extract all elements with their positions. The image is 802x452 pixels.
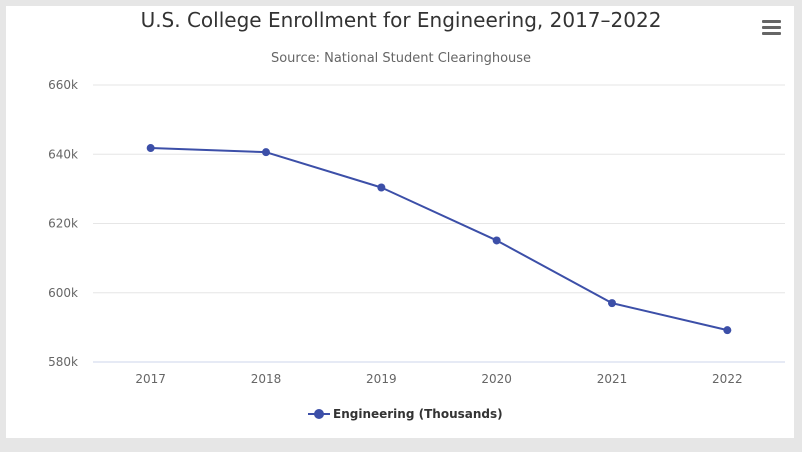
x-tick-label: 2018 xyxy=(251,372,282,386)
hamburger-menu-icon[interactable] xyxy=(760,20,784,42)
x-tick-label: 2020 xyxy=(481,372,512,386)
chart-title: U.S. College Enrollment for Engineering,… xyxy=(140,8,662,32)
series-line xyxy=(150,147,728,332)
x-tick-label: 2022 xyxy=(712,372,743,386)
y-tick-label: 620k xyxy=(48,217,78,231)
chart-subtitle: Source: National Student Clearinghouse xyxy=(270,51,532,66)
y-tick-label: 580k xyxy=(48,355,78,369)
data-point xyxy=(723,326,732,335)
data-point xyxy=(492,236,501,245)
x-tick-label: 2021 xyxy=(597,372,628,386)
y-tick-label: 660k xyxy=(48,78,78,92)
legend-item[interactable]: Engineering (Thousands) xyxy=(308,407,503,421)
y-tick-label: 640k xyxy=(48,147,78,161)
x-tick-label: 2019 xyxy=(366,372,397,386)
legend-label: Engineering (Thousands) xyxy=(333,407,503,421)
data-point xyxy=(608,299,616,308)
legend-marker-icon xyxy=(308,408,330,420)
x-tick-label: 2017 xyxy=(135,372,166,386)
y-tick-label: 600k xyxy=(48,286,78,300)
data-point xyxy=(377,183,386,192)
data-point xyxy=(146,144,155,153)
data-point xyxy=(262,148,270,157)
chart-container xyxy=(6,6,794,438)
